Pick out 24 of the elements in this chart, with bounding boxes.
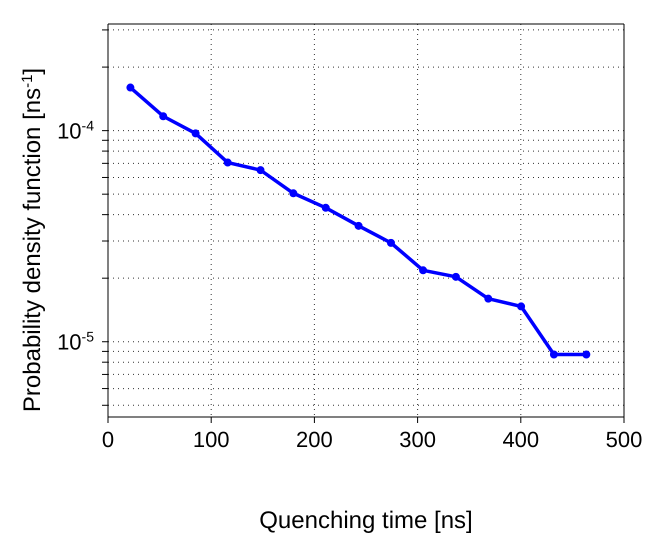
x-axis-title: Quenching time [ns] xyxy=(259,507,473,534)
point xyxy=(419,266,428,274)
x-tick-label: 300 xyxy=(399,427,436,452)
x-tick-label: 200 xyxy=(296,427,333,452)
point xyxy=(484,294,492,303)
point xyxy=(322,204,330,212)
point xyxy=(452,272,460,281)
point xyxy=(126,84,134,92)
point xyxy=(582,350,590,358)
point xyxy=(550,350,558,358)
point xyxy=(192,129,200,138)
point xyxy=(289,189,298,198)
x-tick-label: 0 xyxy=(102,427,114,452)
point xyxy=(224,158,232,167)
x-tick-label: 100 xyxy=(192,427,230,452)
x-tick-label: 500 xyxy=(606,427,642,452)
point xyxy=(354,222,363,230)
point xyxy=(386,238,395,247)
point xyxy=(517,302,526,310)
y-tick-label: 10$^{-5}$ xyxy=(57,328,94,355)
x-tick-label: 400 xyxy=(502,427,540,452)
point xyxy=(256,166,265,174)
point xyxy=(159,112,168,120)
y-tick-label: 10$^{-4}$ xyxy=(57,118,94,144)
